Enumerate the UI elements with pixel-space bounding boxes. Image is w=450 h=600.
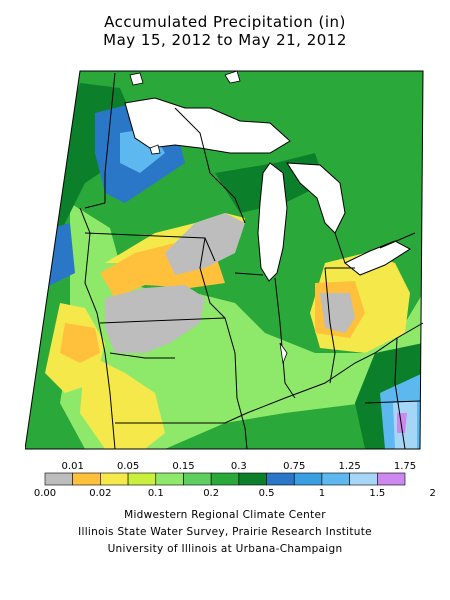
- lake-erie: [344, 240, 411, 276]
- legend-label-top: 0.15: [172, 461, 194, 472]
- legend-swatch: [349, 472, 378, 486]
- legend-label-bottom: 2: [430, 488, 436, 499]
- legend-label-bottom: 1.5: [369, 488, 385, 499]
- legend-label-top: 0.05: [117, 461, 139, 472]
- legend-label-bottom: 0.5: [259, 488, 275, 499]
- legend-label-top: 1.75: [394, 461, 416, 472]
- legend-swatch: [155, 472, 184, 486]
- orange-band: [60, 323, 100, 363]
- legend-label-top: 0.01: [62, 461, 84, 472]
- precipitation-map: [25, 53, 425, 450]
- legend-label-bottom: 0.2: [203, 488, 219, 499]
- legend-swatch: [72, 472, 101, 486]
- small-lakes: [129, 70, 288, 365]
- map-domain-outline: [25, 70, 424, 450]
- legend-swatch: [127, 472, 157, 486]
- legend-swatch: [266, 472, 295, 486]
- credit-line: University of Illinois at Urbana-Champai…: [107, 543, 343, 555]
- legend-label-bottom: 1: [319, 488, 325, 499]
- legend-label-bottom: 0.00: [34, 488, 56, 499]
- legend-swatch: [377, 472, 406, 486]
- legend-swatch: [183, 472, 212, 486]
- state-boundaries: [79, 72, 424, 450]
- legend-label-top: 1.25: [338, 461, 360, 472]
- credit-line: Midwestern Regional Climate Center: [124, 509, 326, 521]
- legend-label-bottom: 0.02: [89, 488, 111, 499]
- precipitation-legend: 0.01 0.05 0.15 0.3 0.75 1.25 1.75 0.00 0.02 0.1 0.…: [34, 461, 436, 499]
- legend-swatch: [321, 472, 350, 486]
- yellow-band: [80, 353, 165, 449]
- credit-line: Illinois State Water Survey, Prairie Res…: [78, 526, 372, 538]
- legend-label-top: 0.3: [231, 461, 247, 472]
- legend-swatch: [100, 472, 129, 486]
- legend-swatch: [210, 472, 240, 486]
- purple-area: [397, 413, 407, 433]
- lake-michigan: [257, 162, 288, 282]
- precipitation-field: [25, 71, 423, 449]
- date-range-subtitle: May 15, 2012 to May 21, 2012: [103, 31, 347, 49]
- legend-swatch: [44, 472, 73, 486]
- legend-swatch: [238, 472, 267, 486]
- light-green-band: [60, 203, 423, 449]
- gray-area: [165, 213, 245, 275]
- legend-label-bottom: 0.1: [148, 488, 164, 499]
- gray-area: [320, 293, 355, 333]
- legend-swatch: [293, 472, 323, 486]
- legend-label-top: 0.75: [283, 461, 305, 472]
- map-title: Accumulated Precipitation (in): [104, 13, 346, 31]
- gray-area: [105, 285, 205, 353]
